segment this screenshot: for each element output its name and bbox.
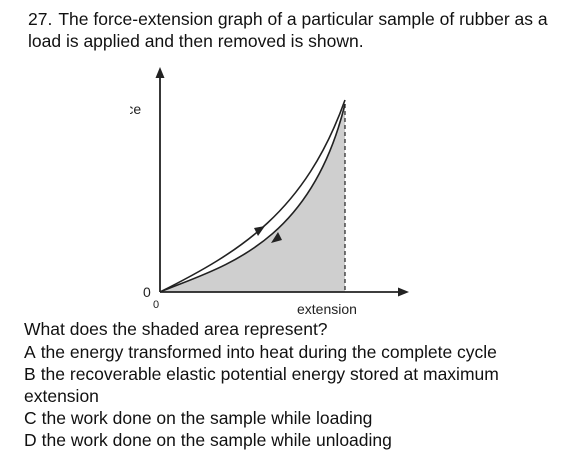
origin-label-y: 0: [143, 284, 151, 300]
question-prompt: What does the shaded area represent?: [24, 319, 328, 339]
option-text: the recoverable elastic potential energy…: [24, 364, 499, 406]
shaded-area: [160, 104, 345, 292]
unloading-direction-arrow: [271, 232, 282, 243]
x-axis-arrowhead: [398, 287, 409, 297]
option-letter: C: [24, 408, 37, 428]
graph-svg: force extension 0 0: [130, 67, 409, 317]
unloading-curve: [159, 103, 346, 293]
force-extension-graph: force extension 0 0: [130, 62, 420, 322]
x-axis-label: extension: [297, 301, 357, 317]
option-letter: A: [24, 342, 36, 362]
option-letter: D: [24, 430, 37, 450]
option-text: the work done on the sample while unload…: [41, 430, 392, 450]
y-axis-label: force: [130, 101, 141, 117]
question-stem: 27. The force-extension graph of a partic…: [28, 8, 568, 52]
question-text: The force-extension graph of a particula…: [28, 9, 548, 51]
origin-label-x: 0: [153, 299, 159, 311]
option-text: the work done on the sample while loadin…: [41, 408, 373, 428]
option-text: the energy transformed into heat during …: [40, 342, 497, 362]
loading-direction-arrow: [254, 226, 265, 236]
question-number: 27.: [28, 9, 53, 29]
loading-curve: [159, 99, 346, 293]
option-letter: B: [24, 364, 36, 384]
y-axis-arrowhead: [155, 67, 165, 78]
